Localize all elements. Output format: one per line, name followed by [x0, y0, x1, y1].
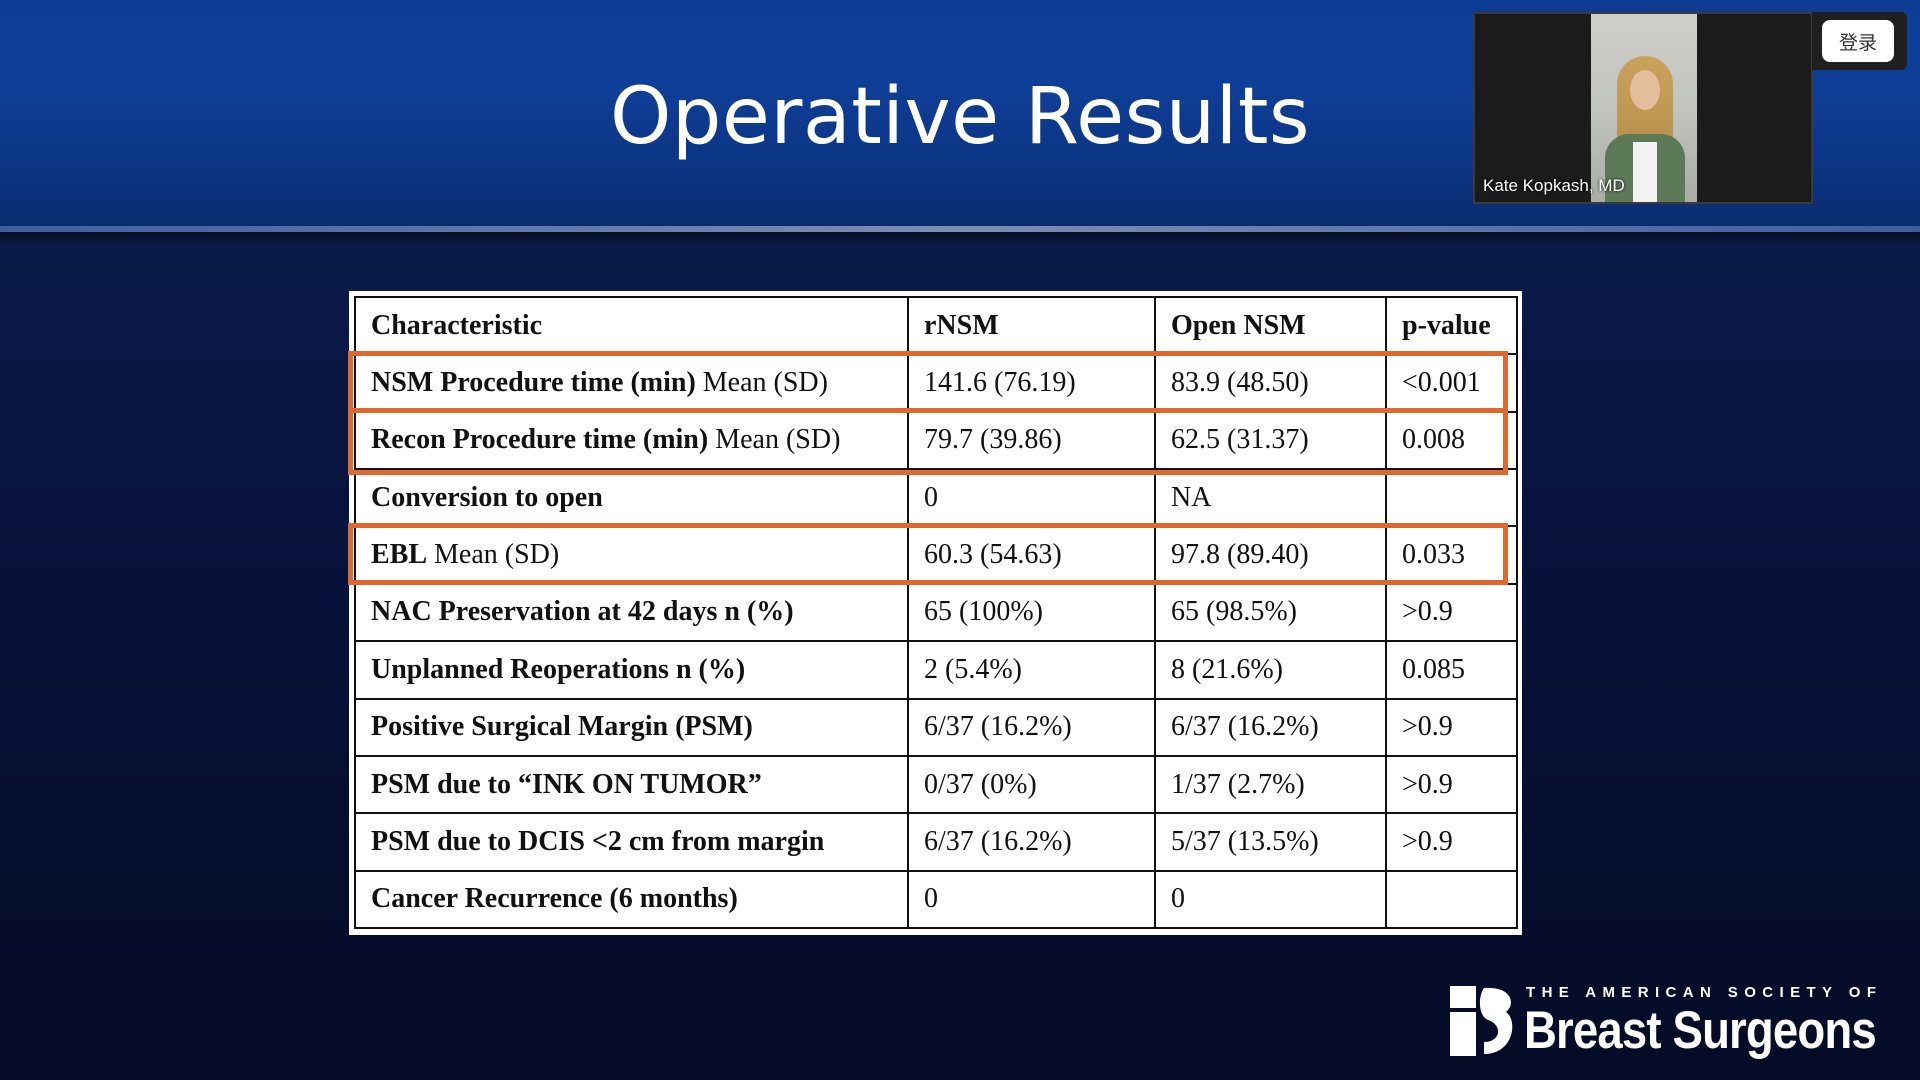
- column-header: p-value: [1385, 295, 1518, 356]
- characteristic-label: NAC Preservation at 42 days n (%): [371, 596, 794, 628]
- cell-rnsm: 0/37 (0%): [907, 754, 1156, 815]
- table-row: Unplanned Reoperations n (%) 2 (5.4%) 8 (2…: [354, 640, 1518, 700]
- characteristic-label: NSM Procedure time (min): [371, 367, 696, 399]
- highlight-box-procedure-times: [348, 351, 1508, 475]
- characteristic-label: EBL: [371, 539, 428, 571]
- cell-p-value: 0.033: [1385, 525, 1518, 585]
- cell-p-value: >0.9: [1385, 812, 1518, 872]
- slide-title: Operative Results: [609, 72, 1311, 162]
- characteristic-label: Positive Surgical Margin (PSM): [371, 711, 753, 743]
- asbrs-logo-mark-icon: [1450, 986, 1513, 1056]
- cell-p-value: 0.085: [1385, 640, 1518, 700]
- cell-open-nsm: 8 (21.6%): [1154, 640, 1387, 700]
- logo-name: Breast Surgeons: [1524, 1001, 1877, 1060]
- cell-open-nsm: 97.8 (89.40): [1154, 525, 1387, 585]
- cell-characteristic: Conversion to open: [354, 468, 909, 528]
- characteristic-label: Unplanned Reoperations n (%): [371, 653, 746, 685]
- cell-characteristic: PSM due to “INK ON TUMOR”: [354, 754, 909, 815]
- cell-p-value: >0.9: [1385, 697, 1518, 757]
- characteristic-label: PSM due to “INK ON TUMOR”: [371, 768, 762, 800]
- cell-rnsm: 0: [907, 869, 1156, 930]
- cell-characteristic: Positive Surgical Margin (PSM): [354, 697, 909, 757]
- participant-name-label: Kate Kopkash, MD: [1483, 176, 1625, 195]
- characteristic-label: PSM due to DCIS <2 cm from margin: [371, 825, 825, 857]
- column-header: rNSM: [907, 295, 1156, 356]
- cell-characteristic: Recon Procedure time (min) Mean (SD): [354, 410, 909, 471]
- table-row: Conversion to open 0 NA: [354, 468, 1518, 528]
- characteristic-label: Conversion to open: [371, 481, 603, 513]
- participant-video-feed: [1591, 14, 1697, 202]
- cell-rnsm: 0: [907, 468, 1156, 528]
- column-header: Open NSM: [1154, 295, 1387, 356]
- participant-shirt: [1633, 142, 1657, 202]
- cell-open-nsm: 62.5 (31.37): [1154, 410, 1387, 471]
- login-button[interactable]: 登录: [1822, 20, 1894, 62]
- table-row: EBL Mean (SD) 60.3 (54.63) 97.8 (89.40) 0.0…: [354, 525, 1518, 585]
- cell-characteristic: Cancer Recurrence (6 months): [354, 869, 909, 930]
- table-row: PSM due to DCIS <2 cm from margin 6/37 (1…: [354, 812, 1518, 872]
- table-header-row: Characteristic rNSM Open NSM p-value: [354, 295, 1518, 356]
- table-row: Recon Procedure time (min) Mean (SD) 79.7…: [354, 410, 1518, 471]
- logo-tagline: THE AMERICAN SOCIETY OF: [1526, 984, 1883, 1001]
- cell-rnsm: 6/37 (16.2%): [907, 812, 1156, 872]
- cell-characteristic: NAC Preservation at 42 days n (%): [354, 582, 909, 643]
- cell-p-value: 0.008: [1385, 410, 1518, 471]
- cell-rnsm: 2 (5.4%): [907, 640, 1156, 700]
- characteristic-qualifier: Mean (SD): [708, 424, 841, 456]
- characteristic-label: Recon Procedure time (min): [371, 424, 709, 456]
- results-table: Characteristic rNSM Open NSM p-value NSM…: [354, 295, 1518, 930]
- characteristic-qualifier: Mean (SD): [695, 367, 828, 399]
- cell-open-nsm: 1/37 (2.7%): [1154, 754, 1387, 815]
- table-row: Cancer Recurrence (6 months) 0 0: [354, 869, 1518, 930]
- cell-open-nsm: 0: [1154, 869, 1387, 930]
- column-header: Characteristic: [354, 295, 909, 356]
- cell-p-value: >0.9: [1385, 754, 1518, 815]
- cell-open-nsm: NA: [1154, 468, 1387, 528]
- highlight-box-procedure-times-divider: [348, 408, 1508, 413]
- characteristic-label: Cancer Recurrence (6 months): [371, 883, 738, 915]
- cell-open-nsm: 65 (98.5%): [1154, 582, 1387, 643]
- cell-rnsm: 6/37 (16.2%): [907, 697, 1156, 757]
- participant-face: [1630, 70, 1660, 110]
- cell-p-value: >0.9: [1385, 582, 1518, 643]
- characteristic-qualifier: Mean (SD): [427, 539, 560, 571]
- cell-characteristic: EBL Mean (SD): [354, 525, 909, 585]
- table-row: Positive Surgical Margin (PSM) 6/37 (16.2…: [354, 697, 1518, 757]
- table-row: NAC Preservation at 42 days n (%) 65 (100…: [354, 582, 1518, 643]
- cell-characteristic: PSM due to DCIS <2 cm from margin: [354, 812, 909, 872]
- table-row: PSM due to “INK ON TUMOR” 0/37 (0%) 1/37 (…: [354, 754, 1518, 815]
- participant-video-tile[interactable]: Kate Kopkash, MD: [1473, 12, 1813, 204]
- cell-open-nsm: 6/37 (16.2%): [1154, 697, 1387, 757]
- asbrs-logo: THE AMERICAN SOCIETY OF Breast Surgeons: [1450, 984, 1900, 1060]
- cell-open-nsm: 83.9 (48.50): [1154, 353, 1387, 413]
- cell-p-value: [1385, 468, 1518, 528]
- cell-open-nsm: 5/37 (13.5%): [1154, 812, 1387, 872]
- cell-characteristic: Unplanned Reoperations n (%): [354, 640, 909, 700]
- results-table-container: Characteristic rNSM Open NSM p-value NSM…: [349, 291, 1522, 935]
- highlight-box-ebl: [348, 523, 1508, 585]
- cell-rnsm: 65 (100%): [907, 582, 1156, 643]
- cell-p-value: [1385, 869, 1518, 930]
